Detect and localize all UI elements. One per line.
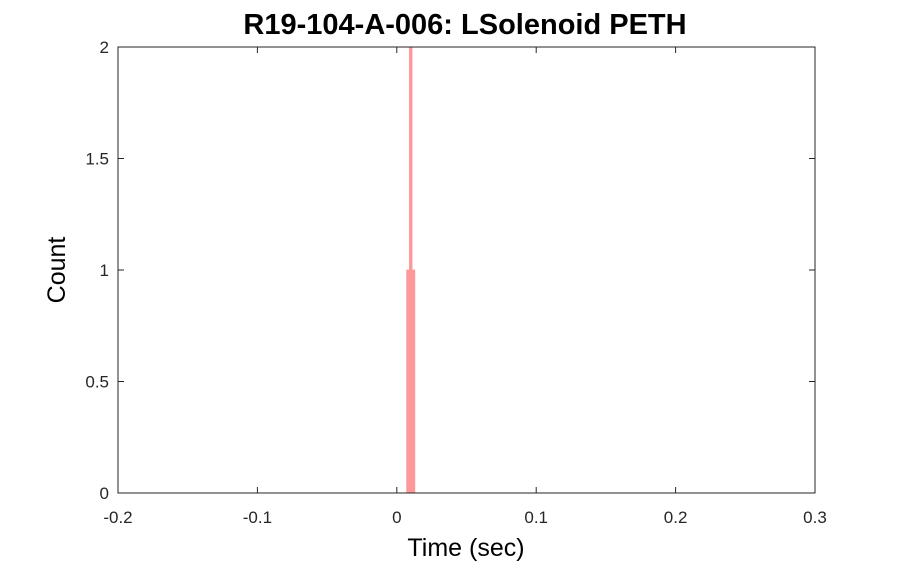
- x-tick-label: 0.2: [664, 508, 688, 527]
- histogram-bar: [413, 269, 416, 494]
- x-axis-label: Time (sec): [407, 534, 524, 562]
- y-tick-label: 1: [100, 261, 109, 280]
- y-axis-label: Count: [43, 237, 71, 304]
- x-tick-label: 0: [392, 508, 401, 527]
- x-tick-label: 0.3: [803, 508, 827, 527]
- y-tick-label: 2: [100, 38, 109, 57]
- x-tick-label: -0.1: [243, 508, 272, 527]
- chart-title: R19-104-A-006: LSolenoid PETH: [243, 9, 686, 41]
- y-tick-label: 1.5: [85, 150, 109, 169]
- plot-area: [118, 47, 815, 493]
- x-tick-label: -0.2: [103, 508, 132, 527]
- x-tick-label: 0.1: [524, 508, 548, 527]
- y-tick-label: 0: [100, 484, 109, 503]
- ticks-layer: -0.2 -0.1 0 0.1 0.2 0.3 0 0.5 1 1.5 2: [85, 38, 826, 527]
- y-tick-label: 0.5: [85, 373, 109, 392]
